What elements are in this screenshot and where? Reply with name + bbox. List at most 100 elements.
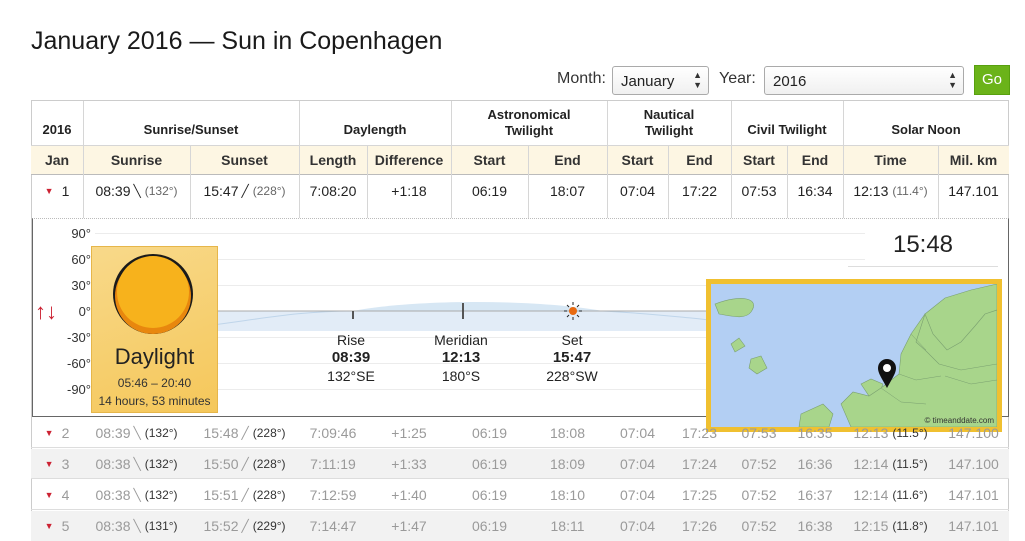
col-nautical-header: Nautical Twilight — [643, 107, 695, 138]
sunset-direction-icon: ╱ — [241, 457, 249, 471]
month-select-value: January — [621, 73, 675, 90]
naut-end: 17:23 — [681, 425, 718, 441]
select-arrows-icon: ▲ ▼ — [693, 70, 702, 90]
astro-end: 18:07 — [549, 183, 586, 199]
civil-end: 16:36 — [797, 456, 833, 472]
day-length: 7:12:59 — [309, 487, 357, 503]
sunset-time: 15:51 — [203, 487, 239, 503]
civil-end: 16:38 — [797, 518, 833, 534]
grid-line — [95, 389, 865, 390]
up-down-arrows-icon: ↑↓ — [35, 299, 57, 324]
sunset-time: 15:50 — [203, 456, 239, 472]
sunrise-time: 08:39 — [95, 425, 131, 441]
noon-distance: 147.101 — [948, 518, 999, 534]
expand-arrow-icon[interactable]: ▼ — [44, 490, 54, 500]
day-difference: +1:33 — [391, 456, 427, 472]
naut-start: 07:04 — [619, 425, 656, 441]
astro-start: 06:19 — [471, 487, 508, 503]
noon-altitude: (11.5°) — [892, 426, 928, 440]
col-sunrise-subheader: Sunrise — [83, 146, 190, 174]
set-label: Set — [561, 332, 583, 348]
noon-distance: 147.101 — [948, 183, 999, 199]
civil-end: 16:37 — [797, 487, 833, 503]
col-naut-end-subheader: End — [668, 146, 731, 174]
expand-arrow-icon[interactable]: ▼ — [44, 428, 54, 438]
divider — [31, 145, 1009, 146]
noon-distance: 147.101 — [948, 487, 999, 503]
altitude-axis-label: -30° — [67, 330, 91, 345]
select-arrows-icon: ▲ ▼ — [948, 70, 957, 90]
sunset-direction-icon: ╱ — [241, 184, 249, 198]
sunrise-azimuth: (132°) — [144, 488, 178, 502]
divider — [367, 146, 368, 218]
col-year-header: 2016 — [42, 122, 72, 137]
set-direction: 228°SW — [546, 368, 598, 384]
divider — [668, 146, 669, 218]
civil-start: 07:52 — [741, 487, 777, 503]
daylight-length: 14 hours, 53 minutes — [98, 394, 211, 408]
col-civil-end-subheader: End — [787, 146, 843, 174]
sunrise-azimuth: (132°) — [144, 426, 178, 440]
expand-arrow-icon[interactable]: ▼ — [44, 459, 54, 469]
astro-start: 06:19 — [471, 456, 508, 472]
table-row[interactable]: ▼ 5 08:38 ╲ (131°) 15:52 ╱ (229°) 7:14:47 +1:… — [31, 511, 1009, 541]
sunrise-azimuth: (131°) — [144, 519, 178, 533]
sunset-time: 15:48 — [203, 425, 239, 441]
collapse-arrow-icon[interactable]: ▼ — [44, 186, 54, 196]
altitude-axis-label: 0° — [78, 304, 91, 319]
sun-icon — [113, 254, 193, 334]
go-button[interactable]: Go — [974, 65, 1010, 95]
astro-start: 06:19 — [471, 183, 508, 199]
daylight-card: Daylight 05:46 – 20:40 14 hours, 53 minu… — [91, 246, 218, 413]
day-difference: +1:40 — [391, 487, 427, 503]
grid-line — [95, 363, 865, 364]
noon-time: 12:14 — [853, 487, 889, 503]
noon-altitude: (11.5°) — [892, 457, 928, 471]
col-solar-noon-header: Solar Noon — [891, 122, 961, 137]
divider — [787, 146, 788, 218]
row-day: 3 — [61, 456, 70, 472]
sunset-time: 15:52 — [203, 518, 239, 534]
divider — [190, 146, 191, 218]
page-title: January 2016 — Sun in Copenhagen — [31, 27, 443, 55]
col-month-subheader: Jan — [31, 146, 83, 174]
altitude-axis-label: 90° — [71, 226, 91, 241]
civil-start: 07:53 — [741, 425, 777, 441]
table-row[interactable]: ▼ 4 08:38 ╲ (132°) 15:51 ╱ (228°) 7:12:59 +1:… — [31, 480, 1009, 510]
sunrise-direction-icon: ╲ — [133, 184, 141, 198]
day-difference: +1:18 — [391, 183, 427, 199]
rise-event: Rise 08:39 132°SE — [296, 331, 406, 385]
col-astro-end-subheader: End — [528, 146, 607, 174]
meridian-event: Meridian 12:13 180°S — [406, 331, 516, 385]
naut-end: 17:26 — [681, 518, 718, 534]
sunset-azimuth: (229°) — [252, 519, 286, 533]
month-select[interactable]: January ▲ ▼ — [612, 66, 709, 95]
table-row[interactable]: ▼ 1 08:39 ╲ (132°) 15:47 ╱ (228°) 7:08:20 +1:… — [31, 175, 1009, 218]
noon-time: 12:13 — [853, 183, 889, 199]
naut-start: 07:04 — [619, 456, 656, 472]
naut-start: 07:04 — [619, 487, 656, 503]
col-daylength-header: Daylength — [343, 122, 407, 137]
table-row[interactable]: ▼ 3 08:38 ╲ (132°) 15:50 ╱ (228°) 7:11:19 +1:… — [31, 449, 1009, 479]
year-select[interactable]: 2016 ▲ ▼ — [764, 66, 964, 95]
expand-arrow-icon[interactable]: ▼ — [44, 521, 54, 531]
table-row[interactable]: ▼ 2 08:39 ╲ (132°) 15:48 ╱ (228°) 7:09:46 +1:… — [31, 418, 1009, 448]
row-day: 2 — [61, 425, 70, 441]
map-credit: © timeanddate.com — [924, 416, 994, 425]
grid-line — [95, 337, 865, 338]
day-difference: +1:25 — [391, 425, 427, 441]
civil-end: 16:35 — [797, 425, 833, 441]
sunrise-time: 08:38 — [95, 518, 131, 534]
meridian-label: Meridian — [434, 332, 488, 348]
sunrise-direction-icon: ╲ — [133, 426, 141, 440]
divider — [451, 101, 452, 218]
sunrise-azimuth: (132°) — [144, 457, 178, 471]
row-day: 4 — [61, 487, 70, 503]
row-day: 1 — [61, 183, 70, 199]
meridian-direction: 180°S — [441, 368, 481, 384]
meridian-time: 12:13 — [441, 349, 481, 366]
naut-end: 17:22 — [681, 183, 718, 199]
altitude-axis-label: 60° — [71, 252, 91, 267]
sunrise-direction-icon: ╲ — [133, 519, 141, 533]
location-map[interactable]: © timeanddate.com — [706, 279, 1002, 432]
